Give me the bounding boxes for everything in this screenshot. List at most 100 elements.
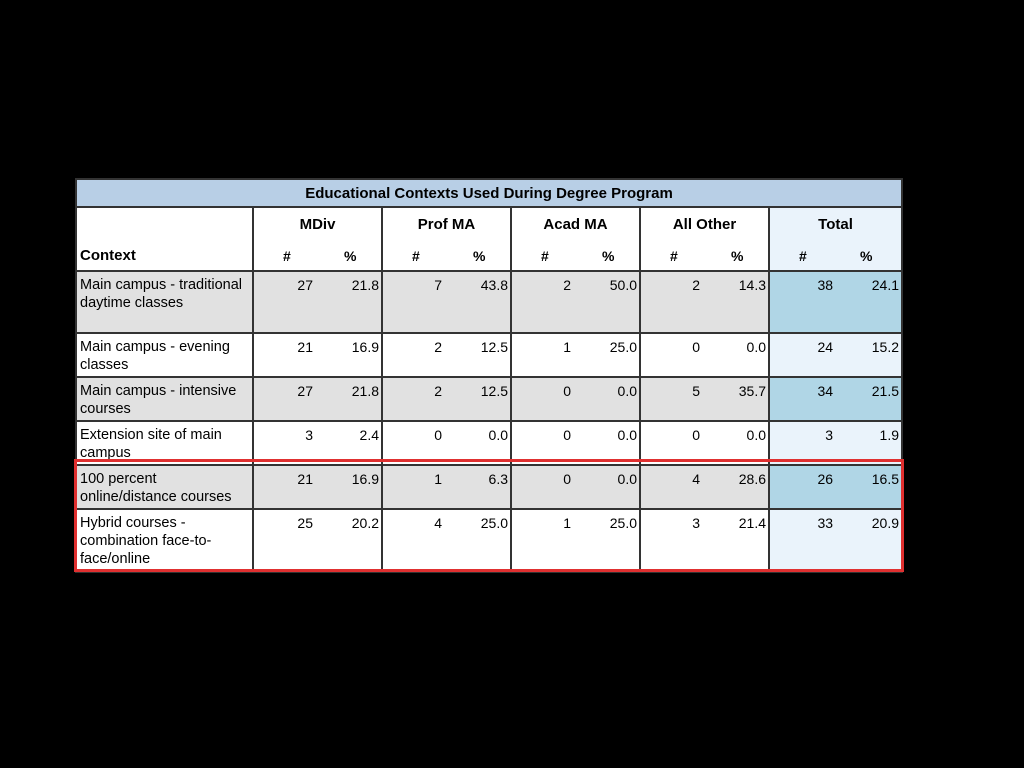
group-name: Total	[818, 216, 853, 233]
value-cell: 2 12.5	[381, 332, 512, 378]
count-value: 2	[563, 277, 571, 293]
count-value: 4	[692, 471, 700, 487]
count-value: 5	[692, 383, 700, 399]
percent-value: 0.0	[488, 427, 508, 443]
percent-subheader: %	[731, 248, 744, 264]
percent-value: 25.0	[609, 515, 637, 531]
value-cell: 3 2.4	[252, 420, 383, 466]
percent-subheader: %	[473, 248, 486, 264]
group-name: All Other	[672, 216, 737, 233]
count-subheader: #	[799, 248, 807, 264]
table-row: Hybrid courses - combination face-to-fac…	[75, 508, 904, 573]
group-name: MDiv	[299, 216, 336, 233]
value-cell: 34 21.5	[767, 376, 904, 422]
count-value: 24	[817, 339, 834, 355]
row-label: Main campus - evening classes	[75, 332, 254, 378]
percent-value: 25.0	[480, 515, 508, 531]
count-value: 7	[434, 277, 442, 293]
percent-value: 25.0	[609, 339, 637, 355]
count-value: 0	[563, 383, 571, 399]
percent-value: 6.3	[488, 471, 508, 487]
percent-value: 21.4	[738, 515, 766, 531]
row-label: Main campus - intensive courses	[75, 376, 254, 422]
percent-value: 0.0	[617, 383, 637, 399]
count-value: 0	[692, 427, 700, 443]
count-subheader: #	[670, 248, 678, 264]
percent-value: 16.5	[871, 471, 900, 487]
table-body: Main campus - traditional daytime classe…	[75, 270, 904, 573]
percent-value: 15.2	[871, 339, 900, 355]
value-cell: 2 12.5	[381, 376, 512, 422]
count-value: 1	[563, 339, 571, 355]
count-value: 33	[817, 515, 834, 531]
value-cell: 4 25.0	[381, 508, 512, 573]
value-cell: 0 0.0	[510, 464, 641, 510]
educational-contexts-table: Educational Contexts Used During Degree …	[74, 178, 904, 573]
percent-value: 20.2	[351, 515, 379, 531]
value-cell: 0 0.0	[381, 420, 512, 466]
value-cell: 21 16.9	[252, 464, 383, 510]
percent-value: 14.3	[738, 277, 766, 293]
value-cell: 1 6.3	[381, 464, 512, 510]
count-value: 27	[297, 383, 313, 399]
count-value: 2	[692, 277, 700, 293]
percent-value: 21.5	[871, 383, 900, 399]
count-subheader: #	[283, 248, 291, 264]
percent-subheader: %	[602, 248, 615, 264]
count-value: 0	[563, 471, 571, 487]
context-column-header: Context	[75, 206, 254, 272]
table-row: Main campus - intensive courses 27 21.8 2 12…	[75, 376, 904, 422]
count-value: 2	[434, 339, 442, 355]
value-cell: 3 21.4	[639, 508, 770, 573]
value-cell: 0 0.0	[639, 420, 770, 466]
count-value: 1	[563, 515, 571, 531]
percent-value: 35.7	[738, 383, 766, 399]
percent-value: 0.0	[746, 339, 766, 355]
count-value: 25	[297, 515, 313, 531]
percent-value: 0.0	[617, 427, 637, 443]
value-cell: 7 43.8	[381, 270, 512, 334]
value-cell: 27 21.8	[252, 270, 383, 334]
count-value: 0	[692, 339, 700, 355]
count-subheader: #	[412, 248, 420, 264]
value-cell: 1 25.0	[510, 332, 641, 378]
percent-subheader: %	[860, 248, 873, 264]
table-row: 100 percent online/distance courses 21 16.…	[75, 464, 904, 510]
value-cell: 5 35.7	[639, 376, 770, 422]
percent-value: 50.0	[609, 277, 637, 293]
value-cell: 2 14.3	[639, 270, 770, 334]
count-value: 3	[825, 427, 834, 443]
percent-value: 28.6	[738, 471, 766, 487]
row-label: 100 percent online/distance courses	[75, 464, 254, 510]
percent-value: 12.5	[480, 383, 508, 399]
percent-subheader: %	[344, 248, 357, 264]
count-value: 21	[297, 339, 313, 355]
context-header-label: Context	[80, 247, 136, 264]
table-title: Educational Contexts Used During Degree …	[74, 178, 904, 208]
value-cell: 2 50.0	[510, 270, 641, 334]
value-cell: 4 28.6	[639, 464, 770, 510]
value-cell: 0 0.0	[639, 332, 770, 378]
percent-value: 0.0	[746, 427, 766, 443]
table-row: Main campus - evening classes 21 16.9 2 12.5…	[75, 332, 904, 378]
percent-value: 24.1	[871, 277, 900, 293]
row-label: Hybrid courses - combination face-to-fac…	[75, 508, 254, 573]
table-row: Extension site of main campus 3 2.4 0 0.0 0 0.…	[75, 420, 904, 466]
value-cell: 38 24.1	[767, 270, 904, 334]
value-cell: 1 25.0	[510, 508, 641, 573]
count-value: 26	[817, 471, 834, 487]
group-name: Prof MA	[417, 216, 476, 233]
percent-value: 1.9	[879, 427, 900, 443]
percent-value: 0.0	[617, 471, 637, 487]
value-cell: 0 0.0	[510, 420, 641, 466]
count-value: 38	[817, 277, 834, 293]
value-cell: 3 1.9	[767, 420, 904, 466]
percent-value: 2.4	[359, 427, 379, 443]
percent-value: 16.9	[351, 339, 379, 355]
table-container: Educational Contexts Used During Degree …	[74, 178, 904, 573]
group-header-acad-ma: Acad MA #%	[510, 206, 641, 272]
value-cell: 33 20.9	[767, 508, 904, 573]
group-name: Acad MA	[543, 216, 608, 233]
group-header-prof-ma: Prof MA #%	[381, 206, 512, 272]
